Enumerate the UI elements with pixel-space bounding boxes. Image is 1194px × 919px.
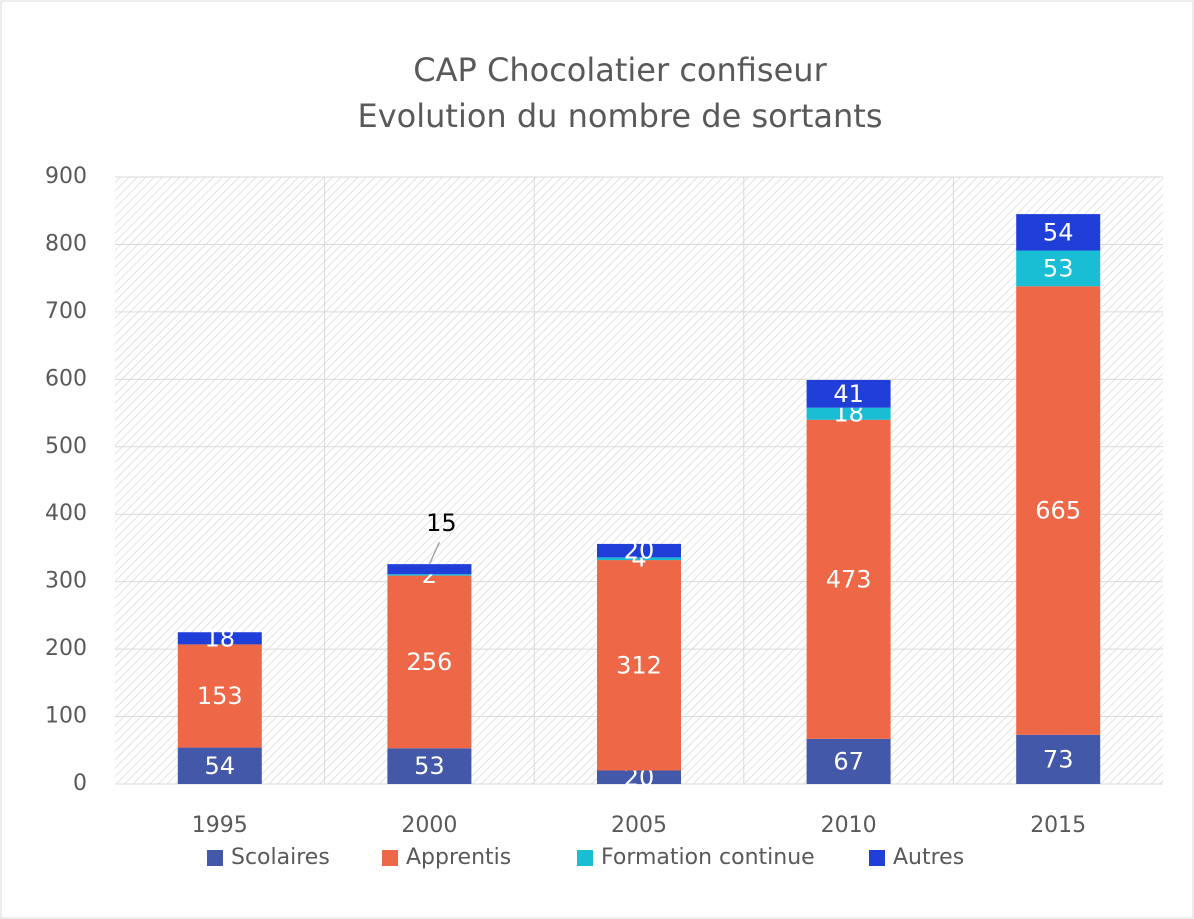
bar-segment [177,747,262,784]
y-tick-label: 900 [45,164,87,189]
data-label: 20 [624,537,655,565]
bar-segment [177,644,262,748]
x-tick-label: 2005 [611,813,667,838]
bar-segment [806,380,891,408]
legend-label: Apprentis [406,845,511,870]
data-label: 53 [1043,254,1074,282]
bar-segment [806,738,891,784]
data-label: 73 [1043,745,1074,773]
bar-segment [177,632,262,645]
data-label: 473 [826,565,872,593]
data-label: 54 [1043,218,1074,246]
data-label: 67 [833,747,864,775]
chart-title: CAP Chocolatier confiseur [413,51,827,89]
y-tick-label: 0 [73,771,87,796]
legend-swatch [382,850,398,866]
bar-segment [387,748,472,784]
bar-segment [597,557,681,561]
legend-label: Scolaires [231,845,330,870]
x-tick-label: 2010 [821,813,877,838]
legend-swatch [869,850,885,866]
bar-segment [597,560,681,771]
legend-label: Formation continue [601,845,815,870]
y-tick-label: 100 [45,704,87,729]
bar-segment [1016,214,1101,251]
x-tick-label: 2015 [1030,813,1086,838]
leader-line [428,541,441,565]
bar-segment [1016,286,1101,735]
data-label: 18 [205,624,236,652]
bar-segment [387,575,472,749]
legend-swatch [207,850,223,866]
data-label: 54 [205,752,236,780]
legend-label: Autres [893,845,964,870]
bar-segment [597,543,681,558]
y-tick-label: 700 [45,299,87,324]
data-label: 41 [833,380,864,408]
bar-segment [387,574,472,576]
y-tick-label: 800 [45,231,87,256]
bar-segment [387,564,472,575]
data-label: 665 [1035,497,1081,525]
bar-segment [1016,734,1101,784]
y-tick-label: 200 [45,636,87,661]
legend-swatch [577,850,593,866]
data-label: 312 [616,651,662,679]
data-label: 53 [414,752,445,780]
x-tick-label: 1995 [192,813,248,838]
data-label: 153 [197,682,243,710]
data-label: 15 [426,509,457,537]
bar-segment [1016,250,1101,287]
x-tick-label: 2000 [401,813,457,838]
y-tick-label: 600 [45,366,87,391]
y-tick-label: 500 [45,434,87,459]
bar-segment [806,419,891,739]
data-label: 256 [406,648,452,676]
y-tick-label: 300 [45,569,87,594]
bar-segment [597,770,681,784]
bar-segment [806,407,891,420]
y-tick-label: 400 [45,501,87,526]
chart-subtitle: Evolution du nombre de sortants [357,97,882,135]
